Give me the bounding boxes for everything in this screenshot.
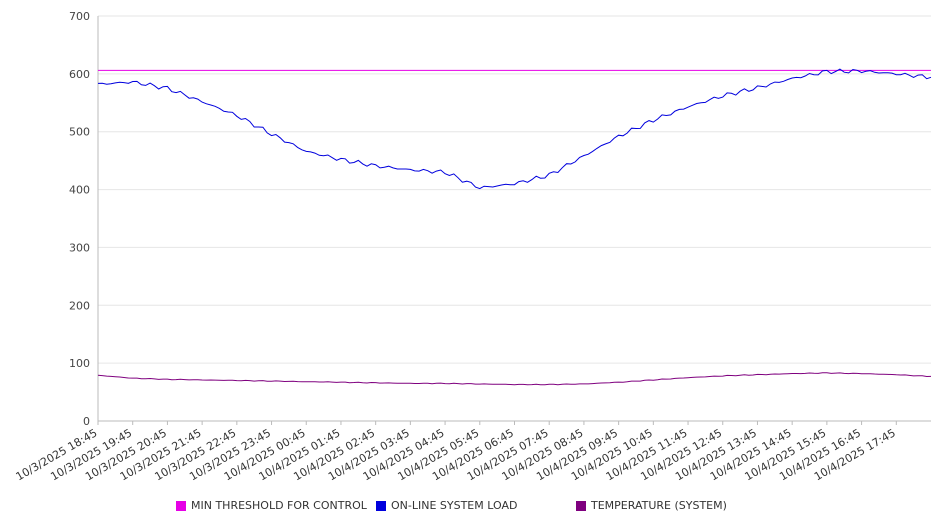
legend-label-temperature: TEMPERATURE (SYSTEM): [591, 499, 727, 512]
series-line-temperature: [97, 372, 932, 386]
y-tick-label: 300: [69, 241, 90, 254]
series-lines: [97, 68, 932, 386]
y-tick-label: 200: [69, 299, 90, 312]
legend-item-temperature[interactable]: TEMPERATURE (SYSTEM): [576, 499, 727, 512]
legend-swatch-min-threshold: [176, 500, 186, 511]
y-tick-label: 500: [69, 126, 90, 139]
legend: MIN THRESHOLD FOR CONTROL ON-LINE SYSTEM…: [0, 499, 946, 515]
grid: [98, 15, 931, 422]
series-line-system-load: [97, 68, 932, 190]
y-tick-label: 400: [69, 184, 90, 197]
legend-label-system-load: ON-LINE SYSTEM LOAD: [391, 499, 518, 512]
legend-swatch-system-load: [376, 500, 386, 511]
y-tick-label: 700: [69, 10, 90, 23]
legend-item-system-load[interactable]: ON-LINE SYSTEM LOAD: [376, 499, 517, 512]
y-tick-label: 600: [69, 68, 90, 81]
legend-label-min-threshold: MIN THRESHOLD FOR CONTROL: [191, 499, 367, 512]
legend-item-min-threshold[interactable]: MIN THRESHOLD FOR CONTROL: [176, 499, 367, 512]
y-tick-label: 100: [69, 357, 90, 370]
legend-swatch-temperature: [576, 500, 586, 511]
y-tick-label: 0: [83, 415, 90, 428]
